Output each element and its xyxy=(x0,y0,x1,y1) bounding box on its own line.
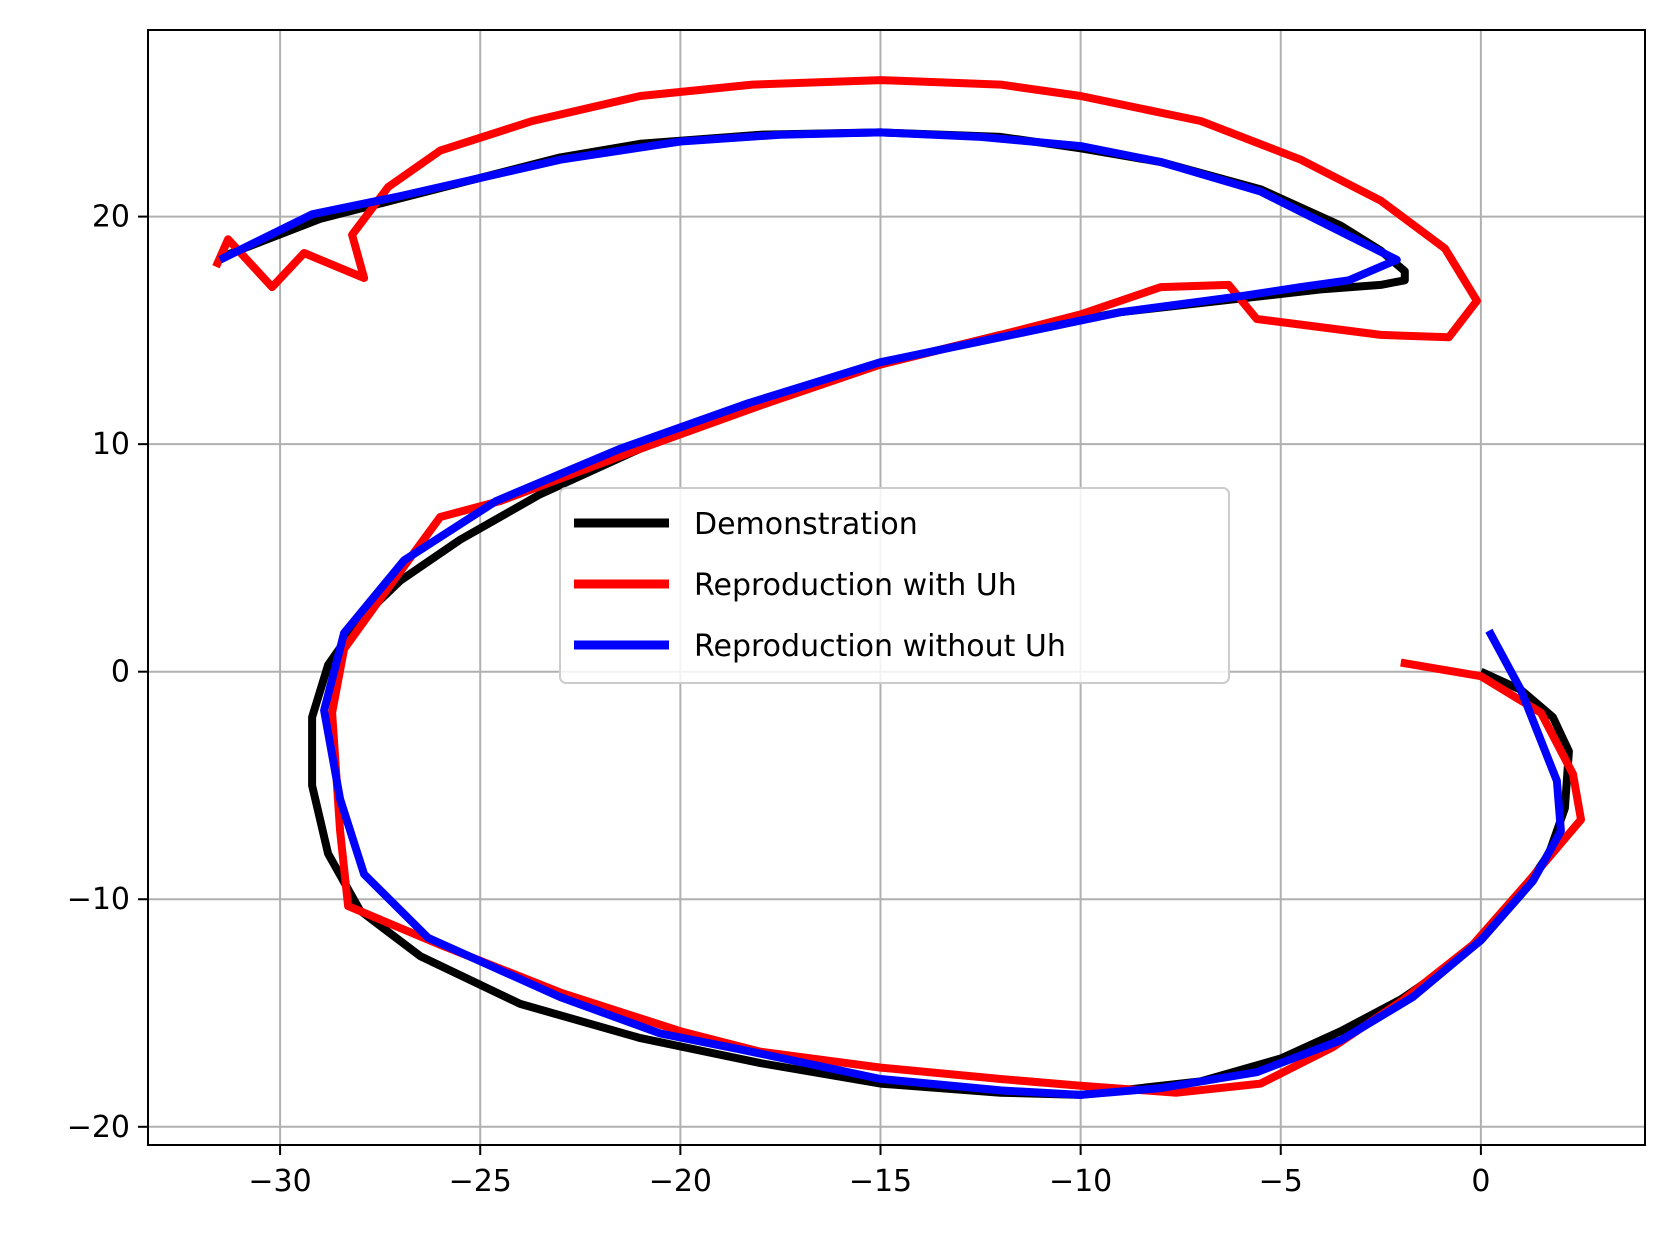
y-tick-label: −10 xyxy=(67,882,130,917)
y-tick-label: 0 xyxy=(111,655,130,690)
x-tick-label: −15 xyxy=(849,1164,912,1199)
x-tick-label: −10 xyxy=(1049,1164,1112,1199)
legend-box xyxy=(559,487,1230,684)
x-tick-label: −25 xyxy=(449,1164,512,1199)
x-tick-label: 0 xyxy=(1471,1164,1490,1199)
y-tick-label: 10 xyxy=(92,427,130,462)
ticks: −30 −25 −20 −15 −10 −5 0 −20 −10 0 10 20 xyxy=(67,200,1491,1199)
y-tick-label: −20 xyxy=(67,1110,130,1145)
y-tick-label: 20 xyxy=(92,200,130,235)
x-tick-label: −5 xyxy=(1259,1164,1303,1199)
series-line-reproduction-without-uh xyxy=(218,128,1565,1099)
legend: Demonstration Reproduction with Uh Repro… xyxy=(559,487,1230,684)
axes-frame xyxy=(147,29,1646,1146)
legend-label-reproduction-without-uh: Reproduction without Uh xyxy=(694,629,1066,664)
x-tick-label: −30 xyxy=(248,1164,311,1199)
series-layer xyxy=(212,76,1585,1099)
legend-label-reproduction-with-uh: Reproduction with Uh xyxy=(694,568,1017,603)
x-tick-label: −20 xyxy=(649,1164,712,1199)
legend-label-demonstration: Demonstration xyxy=(694,507,918,542)
grid xyxy=(148,30,1645,1145)
